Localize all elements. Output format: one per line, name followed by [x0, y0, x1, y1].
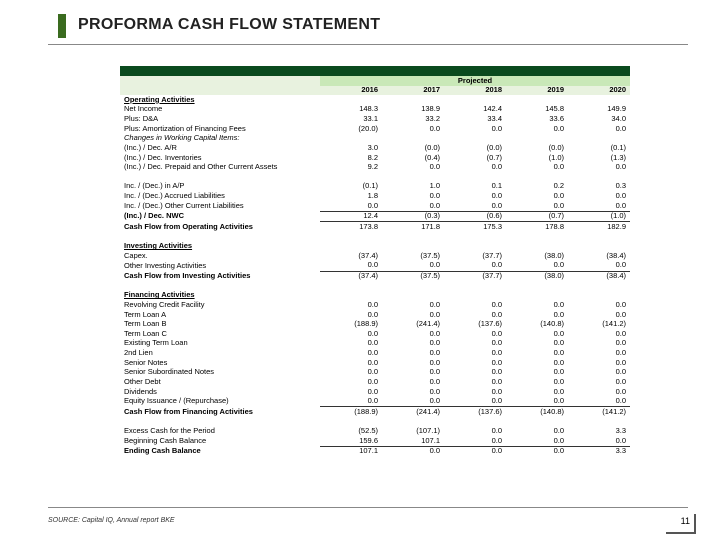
- source-text: SOURCE: Capital IQ, Annual report BKE: [48, 517, 175, 524]
- table-row: 2nd Lien0.00.00.00.00.0: [120, 349, 630, 359]
- table-row: Cash Flow from Investing Activities(37.4…: [120, 271, 630, 281]
- spacer-row: [120, 281, 630, 291]
- table-header-bar: [120, 66, 630, 76]
- table-row: Beginning Cash Balance159.6107.10.00.00.…: [120, 436, 630, 446]
- table-row: Financing Activities: [120, 291, 630, 301]
- table-row: Investing Activities: [120, 242, 630, 252]
- table-row: (Inc.) / Dec. A/R3.0(0.0)(0.0)(0.0)(0.1): [120, 143, 630, 153]
- table-row: Inc. / (Dec.) Other Current Liabilities0…: [120, 201, 630, 211]
- table-row: (Inc.) / Dec. NWC12.4(0.3)(0.6)(0.7)(1.0…: [120, 211, 630, 222]
- years-row: 20162017201820192020: [120, 86, 630, 96]
- page-title: PROFORMA CASH FLOW STATEMENT: [78, 16, 380, 34]
- table-row: Changes in Working Capital Items:: [120, 134, 630, 144]
- table-row: Term Loan B(188.9)(241.4)(137.6)(140.8)(…: [120, 320, 630, 330]
- footer-rule: [48, 507, 688, 508]
- table-row: Equity Issuance / (Repurchase)0.00.00.00…: [120, 397, 630, 407]
- page-number: 11: [666, 514, 696, 534]
- table-row: Senior Subordinated Notes0.00.00.00.00.0: [120, 368, 630, 378]
- table-row: Cash Flow from Financing Activities(188.…: [120, 407, 630, 417]
- table-row: Inc. / (Dec.) Accrued Liabilities1.80.00…: [120, 192, 630, 202]
- table-row: Other Investing Activities0.00.00.00.00.…: [120, 261, 630, 271]
- title-rule: [48, 44, 688, 45]
- table-row: Excess Cash for the Period(52.5)(107.1)0…: [120, 427, 630, 437]
- table-row: Plus: D&A33.133.233.433.634.0: [120, 115, 630, 125]
- accent-bar: [58, 14, 66, 38]
- table-row: (Inc.) / Dec. Prepaid and Other Current …: [120, 163, 630, 173]
- table-row: Other Debt0.00.00.00.00.0: [120, 377, 630, 387]
- table-row: Revolving Credit Facility0.00.00.00.00.0: [120, 300, 630, 310]
- table-row: Cash Flow from Operating Activities173.8…: [120, 222, 630, 232]
- spacer-row: [120, 232, 630, 242]
- cashflow-table: Projected20162017201820192020Operating A…: [120, 66, 630, 456]
- table-row: Ending Cash Balance107.10.00.00.03.3: [120, 446, 630, 456]
